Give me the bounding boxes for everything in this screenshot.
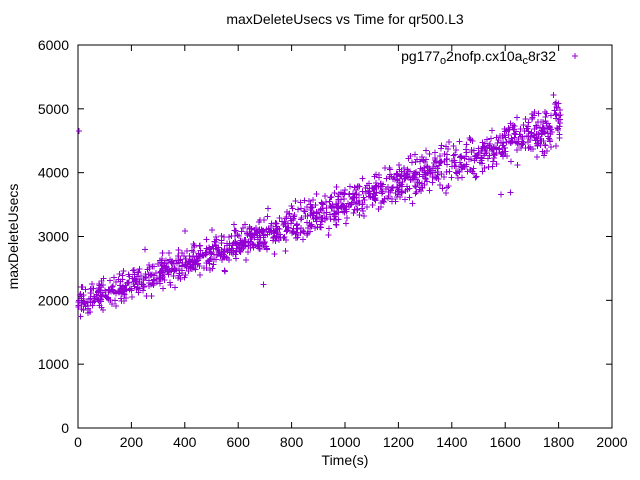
legend-label: pg177o2nofp.cx10ac8r32 [401,48,556,67]
svg-text:1000: 1000 [38,356,69,372]
y-axis-label: maxDeleteUsecs [5,184,21,290]
chart-title: maxDeleteUsecs vs Time for qr500.L3 [226,11,464,27]
axis-ticks [77,44,613,429]
plot-border [77,44,613,429]
svg-text:600: 600 [227,434,251,450]
svg-text:4000: 4000 [38,165,69,181]
legend: pg177o2nofp.cx10ac8r32 [401,48,578,67]
svg-text:2000: 2000 [596,434,627,450]
svg-text:0: 0 [74,434,82,450]
svg-text:6000: 6000 [38,37,69,53]
svg-text:0: 0 [61,420,69,436]
y-tick-labels: 0 1000 2000 3000 4000 5000 6000 [38,37,69,436]
svg-text:2000: 2000 [38,292,69,308]
svg-text:1000: 1000 [329,434,360,450]
x-tick-labels: 0 200 400 600 800 1000 1200 1400 1600 1800 2000 [74,434,628,450]
svg-text:3000: 3000 [38,229,69,245]
svg-text:1200: 1200 [383,434,414,450]
scatter-points [75,92,564,320]
x-axis-label: Time(s) [322,452,369,468]
svg-text:400: 400 [173,434,197,450]
svg-text:200: 200 [120,434,144,450]
svg-text:1400: 1400 [436,434,467,450]
svg-text:1800: 1800 [543,434,574,450]
svg-text:800: 800 [280,434,304,450]
svg-text:5000: 5000 [38,101,69,117]
legend-marker-icon [572,53,578,59]
svg-text:1600: 1600 [490,434,521,450]
